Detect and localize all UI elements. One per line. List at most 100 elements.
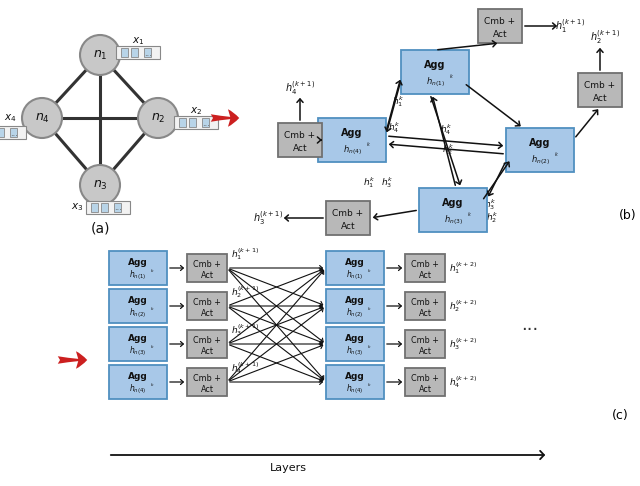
Text: $h_{n(2)}$: $h_{n(2)}$ <box>346 307 364 320</box>
Text: Agg: Agg <box>345 372 365 382</box>
FancyBboxPatch shape <box>278 123 322 157</box>
Text: $h_{n(3)}$: $h_{n(3)}$ <box>346 345 364 358</box>
Text: $h_{n(2)}$: $h_{n(2)}$ <box>129 307 147 320</box>
Text: $h_{n(3)}$: $h_{n(3)}$ <box>444 213 463 226</box>
Circle shape <box>22 98 62 138</box>
Text: $h_{n(1)}$: $h_{n(1)}$ <box>346 269 364 282</box>
Text: ...: ... <box>522 316 539 334</box>
FancyBboxPatch shape <box>109 289 167 323</box>
FancyBboxPatch shape <box>0 128 3 138</box>
Text: Cmb +: Cmb + <box>193 298 221 307</box>
Text: $^k$: $^k$ <box>554 152 559 157</box>
Text: $n_2$: $n_2$ <box>151 111 165 124</box>
Text: Act: Act <box>200 347 214 355</box>
Text: ...: ... <box>114 203 122 211</box>
FancyBboxPatch shape <box>405 254 445 282</box>
Text: $h_{n(4)}$: $h_{n(4)}$ <box>129 382 147 397</box>
Text: $^k$: $^k$ <box>367 269 372 274</box>
FancyBboxPatch shape <box>318 118 386 162</box>
Text: Act: Act <box>419 271 431 279</box>
Text: $h_3^{(k+1)}$: $h_3^{(k+1)}$ <box>253 209 283 227</box>
Text: Agg: Agg <box>345 296 365 305</box>
Text: (c): (c) <box>612 409 628 421</box>
Text: Layers: Layers <box>269 463 307 473</box>
FancyBboxPatch shape <box>109 327 167 361</box>
Text: $^k$: $^k$ <box>150 345 155 350</box>
Text: $h_4^{(k+1)}$: $h_4^{(k+1)}$ <box>285 79 315 97</box>
FancyBboxPatch shape <box>0 126 26 139</box>
FancyBboxPatch shape <box>116 47 160 59</box>
Text: Act: Act <box>200 271 214 279</box>
Text: $x_1$: $x_1$ <box>132 35 144 48</box>
Text: $h_{n(4)}$: $h_{n(4)}$ <box>342 143 362 156</box>
Text: $h_1^{(k+1)}$: $h_1^{(k+1)}$ <box>555 17 585 35</box>
FancyBboxPatch shape <box>405 368 445 396</box>
Text: Cmb +: Cmb + <box>193 374 221 383</box>
Text: $x_2$: $x_2$ <box>190 105 202 118</box>
Text: Cmb +: Cmb + <box>284 131 316 140</box>
Circle shape <box>80 165 120 205</box>
Text: Agg: Agg <box>128 296 148 305</box>
Text: $h_3^{(k+1)}$: $h_3^{(k+1)}$ <box>231 323 259 338</box>
FancyBboxPatch shape <box>326 251 384 285</box>
FancyBboxPatch shape <box>109 251 167 285</box>
Text: Cmb +: Cmb + <box>411 336 439 345</box>
Text: ...: ... <box>10 128 18 138</box>
Text: $^k$: $^k$ <box>367 307 372 312</box>
Circle shape <box>138 98 178 138</box>
Text: Cmb +: Cmb + <box>332 209 364 218</box>
Text: Act: Act <box>200 309 214 317</box>
Text: $n_1$: $n_1$ <box>93 49 108 62</box>
FancyBboxPatch shape <box>187 292 227 320</box>
Text: Agg: Agg <box>345 259 365 267</box>
Text: $h_2^k$: $h_2^k$ <box>486 210 498 226</box>
Text: $h_1^k$: $h_1^k$ <box>392 95 404 109</box>
Text: $h_1^{(k+2)}$: $h_1^{(k+2)}$ <box>449 260 477 276</box>
Text: $n_3$: $n_3$ <box>93 178 108 191</box>
FancyBboxPatch shape <box>179 119 186 127</box>
FancyBboxPatch shape <box>326 201 370 235</box>
Text: $h_{n(2)}$: $h_{n(2)}$ <box>531 153 549 167</box>
Text: $h_3^k$: $h_3^k$ <box>381 175 393 191</box>
FancyBboxPatch shape <box>143 49 150 57</box>
Text: Cmb +: Cmb + <box>411 260 439 269</box>
FancyBboxPatch shape <box>174 117 218 129</box>
FancyBboxPatch shape <box>189 119 195 127</box>
Text: $^k$: $^k$ <box>449 73 454 79</box>
Text: Agg: Agg <box>529 139 551 148</box>
Text: Act: Act <box>419 309 431 317</box>
Text: $^k$: $^k$ <box>367 345 372 350</box>
FancyBboxPatch shape <box>10 128 17 138</box>
Text: ...: ... <box>202 119 210 127</box>
Text: Agg: Agg <box>424 60 445 70</box>
Text: Cmb +: Cmb + <box>193 336 221 345</box>
Text: $n_4$: $n_4$ <box>35 111 49 124</box>
FancyBboxPatch shape <box>202 119 209 127</box>
Text: $^k$: $^k$ <box>367 383 372 388</box>
FancyBboxPatch shape <box>187 368 227 396</box>
FancyBboxPatch shape <box>113 203 120 211</box>
Text: ...: ... <box>144 49 152 57</box>
Text: Act: Act <box>419 347 431 355</box>
Text: $h_3^{(k+2)}$: $h_3^{(k+2)}$ <box>449 336 477 352</box>
Text: $^k$: $^k$ <box>367 141 372 147</box>
Text: $x_3$: $x_3$ <box>70 201 83 213</box>
Text: Cmb +: Cmb + <box>193 260 221 269</box>
Text: Agg: Agg <box>442 198 464 208</box>
Text: Act: Act <box>340 222 355 231</box>
Text: $h_1^k$: $h_1^k$ <box>363 175 375 191</box>
FancyBboxPatch shape <box>478 9 522 43</box>
Text: Act: Act <box>419 384 431 394</box>
Text: (b): (b) <box>619 208 637 222</box>
Text: $h_2^{(k+1)}$: $h_2^{(k+1)}$ <box>590 28 620 46</box>
Text: $h_{n(1)}$: $h_{n(1)}$ <box>426 75 444 88</box>
FancyBboxPatch shape <box>100 203 108 211</box>
Text: $x_4$: $x_4$ <box>4 112 17 124</box>
FancyBboxPatch shape <box>187 254 227 282</box>
Text: $h_3^k$: $h_3^k$ <box>484 197 496 212</box>
Text: Agg: Agg <box>128 334 148 344</box>
FancyBboxPatch shape <box>326 327 384 361</box>
FancyBboxPatch shape <box>419 188 487 232</box>
FancyBboxPatch shape <box>131 49 138 57</box>
Text: Cmb +: Cmb + <box>411 374 439 383</box>
